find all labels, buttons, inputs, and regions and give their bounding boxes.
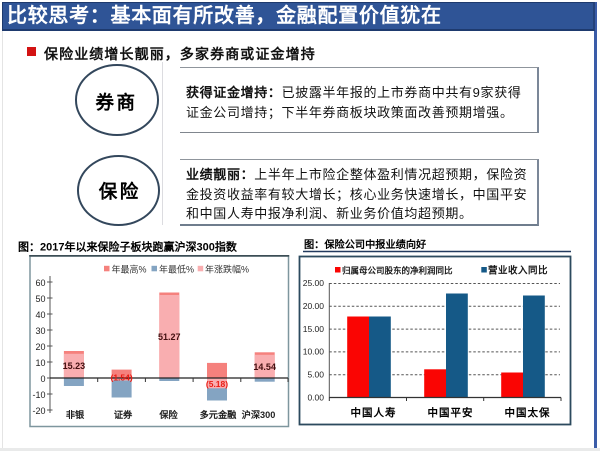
svg-text:非银: 非银 [66, 409, 85, 420]
svg-text:50: 50 [35, 294, 45, 304]
svg-text:-20: -20 [32, 406, 45, 416]
svg-text:60: 60 [35, 278, 45, 288]
svg-text:14.54: 14.54 [253, 362, 276, 372]
svg-text:中国太保: 中国太保 [505, 406, 551, 419]
svg-text:保险: 保险 [158, 409, 178, 420]
svg-text:年最高%: 年最高% [112, 264, 147, 275]
svg-text:中国人寿: 中国人寿 [351, 406, 397, 419]
svg-text:25.00: 25.00 [303, 278, 325, 288]
svg-text:20.00: 20.00 [303, 301, 325, 311]
svg-text:0.00: 0.00 [307, 393, 324, 403]
svg-text:归属母公司股东的净利润同比: 归属母公司股东的净利润同比 [342, 266, 453, 276]
svg-text:20: 20 [35, 342, 45, 352]
svg-text:10.00: 10.00 [303, 347, 325, 357]
svg-text:51.27: 51.27 [158, 332, 181, 342]
svg-text:15.23: 15.23 [63, 361, 86, 371]
svg-text:图：保险公司中报业绩向好: 图：保险公司中报业绩向好 [304, 238, 426, 251]
svg-text:(1.54): (1.54) [110, 373, 132, 383]
svg-text:40: 40 [35, 310, 45, 320]
svg-text:年最低%: 年最低% [159, 264, 194, 275]
svg-text:30: 30 [35, 326, 45, 336]
svg-text:营业收入同比: 营业收入同比 [488, 265, 548, 277]
svg-text:证券: 证券 [114, 409, 133, 420]
svg-text:-10: -10 [32, 390, 45, 400]
svg-text:沪深300: 沪深300 [242, 409, 276, 420]
svg-text:多元金融: 多元金融 [200, 409, 238, 420]
svg-text:(5.18): (5.18) [206, 379, 228, 389]
svg-text:中国平安: 中国平安 [428, 406, 474, 419]
svg-text:10: 10 [35, 358, 45, 368]
svg-text:图：2017年以来保险子板块跑赢沪深300指数: 图：2017年以来保险子板块跑赢沪深300指数 [18, 240, 238, 254]
svg-text:15.00: 15.00 [303, 324, 325, 334]
svg-text:0: 0 [40, 374, 45, 384]
svg-text:5.00: 5.00 [307, 370, 324, 380]
svg-text:年涨跌幅%: 年涨跌幅% [205, 264, 249, 275]
